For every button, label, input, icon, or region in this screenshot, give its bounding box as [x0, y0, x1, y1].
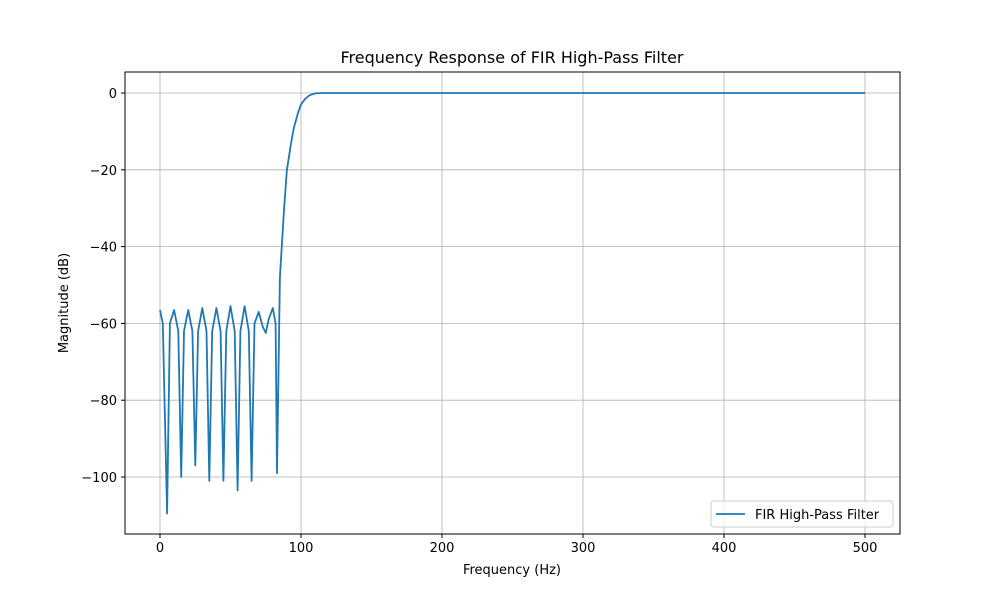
legend: FIR High-Pass Filter — [710, 500, 894, 528]
x-axis-ticks: 0 100 200 300 400 500 — [156, 534, 878, 556]
x-tick-label: 0 — [156, 541, 164, 556]
y-axis-ticks: 0 −20 −40 −60 −80 −100 — [81, 87, 125, 486]
x-tick-label: 100 — [289, 541, 314, 556]
y-tick-label: −40 — [90, 241, 117, 256]
plot-frame — [124, 71, 901, 535]
y-tick-label: −20 — [90, 164, 117, 179]
fir-highpass-line — [159, 92, 865, 515]
series-line — [159, 92, 865, 515]
legend-box — [710, 500, 894, 528]
x-tick-label: 200 — [430, 541, 455, 556]
x-tick-label: 300 — [571, 541, 596, 556]
x-tick-label: 500 — [853, 541, 878, 556]
chart-title: Frequency Response of FIR High-Pass Filt… — [341, 48, 684, 67]
legend-label: FIR High-Pass Filter — [755, 508, 880, 523]
y-tick-label: −100 — [81, 471, 117, 486]
y-tick-label: −80 — [90, 394, 117, 409]
y-tick-label: −60 — [90, 317, 117, 332]
x-axis-label: Frequency (Hz) — [463, 563, 561, 578]
y-tick-label: 0 — [109, 87, 117, 102]
y-axis-label: Magnitude (dB) — [57, 253, 72, 353]
x-tick-label: 400 — [712, 541, 737, 556]
